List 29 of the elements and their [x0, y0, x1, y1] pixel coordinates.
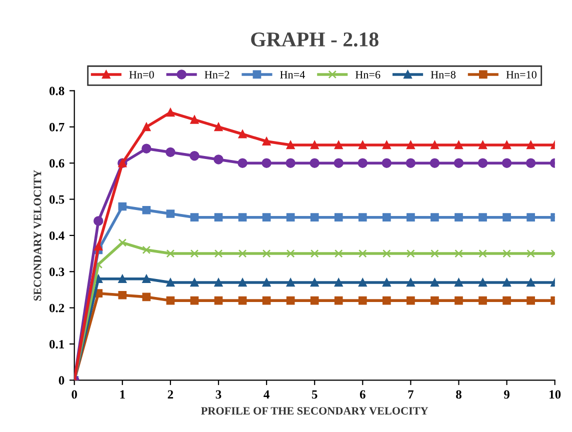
- x-tick-label: 3: [216, 390, 222, 399]
- y-tick-label: 0.8: [49, 86, 64, 96]
- chart-title: GRAPH - 2.18: [251, 32, 378, 47]
- x-tick-label: 0: [72, 390, 78, 399]
- y-tick-label: 0.1: [49, 340, 64, 348]
- x-tick-label: 8: [456, 390, 462, 399]
- x-tick-label: 2: [168, 390, 174, 399]
- legend-label: Hn=6: [355, 70, 380, 78]
- y-tick-label: 0.4: [49, 231, 64, 240]
- y-tick-label: 0: [58, 376, 64, 385]
- x-axis-title: PROFILE OF THE SECONDARY VELOCITY: [201, 407, 428, 415]
- x-tick-label: 7: [408, 390, 414, 399]
- x-tick-label: 10: [550, 390, 561, 399]
- x-tick-label: 1: [120, 390, 125, 399]
- legend-label: Hn=10: [506, 70, 536, 78]
- legend-label: Hn=4: [280, 71, 305, 78]
- x-tick-label: 4: [264, 390, 270, 399]
- y-axis-title: SECONDARY VELOCITY: [34, 170, 42, 301]
- y-tick-label: 0.7: [49, 122, 64, 132]
- y-tick-label: 0.6: [49, 159, 64, 168]
- x-tick-label: 9: [504, 390, 510, 399]
- x-tick-label: 6: [360, 390, 366, 399]
- legend-label: Hn=0: [129, 70, 154, 78]
- legend-label: Hn=2: [204, 70, 230, 78]
- y-tick-label: 0.2: [49, 304, 64, 312]
- legend-label: Hn=8: [430, 70, 456, 78]
- y-tick-label: 0.5: [49, 195, 64, 204]
- y-tick-label: 0.3: [49, 268, 64, 276]
- x-tick-label: 5: [312, 390, 318, 399]
